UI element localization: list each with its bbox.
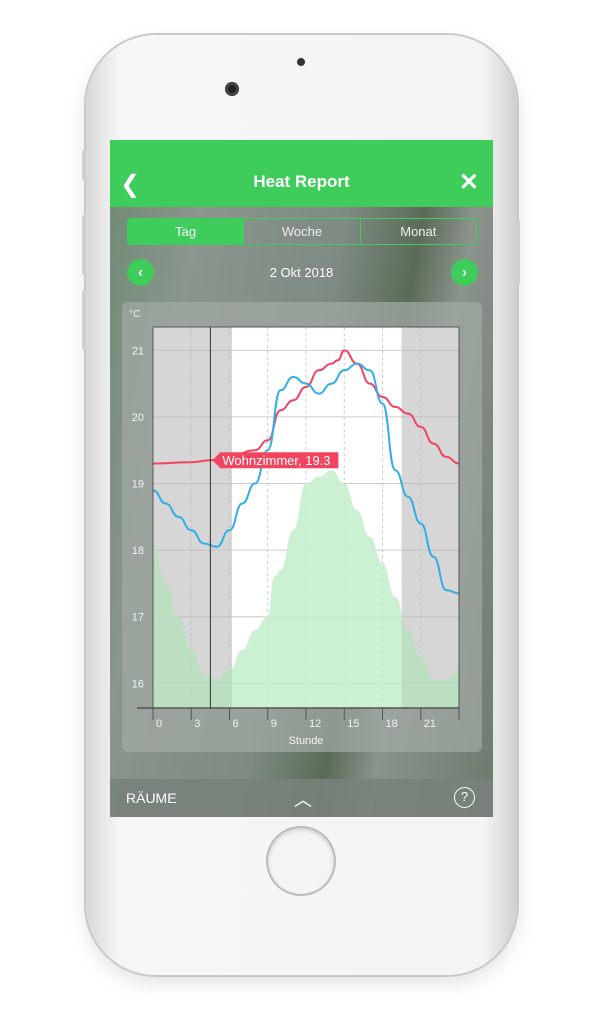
tooltip-text: Wohnzimmer, 19.3 <box>222 453 330 468</box>
chevron-right-icon: › <box>462 264 467 281</box>
y-tick-label: 17 <box>132 612 144 624</box>
tab-tag[interactable]: Tag <box>128 219 244 244</box>
question-circle-icon[interactable]: ? <box>454 787 475 808</box>
y-tick-label: 21 <box>132 345 144 357</box>
rooms-label[interactable]: RÄUME <box>126 790 177 806</box>
y-tick-label: 20 <box>132 412 144 424</box>
bottom-bar[interactable]: RÄUME ︿ ? <box>110 779 493 817</box>
tab-woche[interactable]: Woche <box>243 219 359 244</box>
next-date-button[interactable]: › <box>451 259 478 286</box>
camera <box>225 82 239 96</box>
chevron-left-icon: ‹ <box>138 264 143 281</box>
page-title: Heat Report <box>253 172 350 191</box>
x-tick-label: 18 <box>386 718 398 730</box>
night-overlay <box>153 327 233 708</box>
tab-monat[interactable]: Monat <box>359 219 476 244</box>
y-axis-label: °C <box>129 309 140 320</box>
mute-switch <box>82 150 86 180</box>
chevron-up-icon[interactable]: ︿ <box>294 790 312 810</box>
x-tick-label: 0 <box>156 718 162 730</box>
y-tick-label: 18 <box>132 545 144 557</box>
x-tick-label: 3 <box>194 718 200 730</box>
volume-up-button <box>82 215 86 275</box>
x-axis-label: Stunde <box>289 735 324 747</box>
volume-down-button <box>82 290 86 350</box>
period-tabs: Tag Woche Monat <box>127 218 477 245</box>
heat-chart[interactable]: 16 17 18 19 20 21 0 3 6 9 12 15 18 21 Wohnzimmer, 19.3… <box>122 302 482 752</box>
close-icon[interactable]: ✕ <box>458 169 479 196</box>
y-tick-label: 19 <box>132 479 144 491</box>
tooltip-box <box>212 452 339 469</box>
x-tick-label: 15 <box>347 718 359 730</box>
speaker <box>297 58 305 66</box>
x-tick-label: 12 <box>309 718 321 730</box>
prev-date-button[interactable]: ‹ <box>127 259 154 286</box>
chart-panel: 16 17 18 19 20 21 0 3 6 9 12 15 18 21 Wohnzimmer, 19.3… <box>122 302 482 752</box>
y-tick-label: 16 <box>132 678 144 690</box>
night-overlay <box>401 327 459 708</box>
x-tick-label: 9 <box>271 718 277 730</box>
app-screen: ❮ Heat Report ✕ Tag Woche Monat ‹ 2 Okt … <box>110 140 493 817</box>
x-tick-label: 21 <box>424 718 436 730</box>
chevron-left-icon[interactable]: ❮ <box>120 171 141 198</box>
current-date: 2 Okt 2018 <box>269 265 334 280</box>
header: ❮ Heat Report ✕ <box>110 140 493 207</box>
area-series <box>153 470 459 708</box>
series-line-blue <box>152 362 460 595</box>
home-button[interactable] <box>268 828 334 894</box>
x-tick-label: 6 <box>233 718 239 730</box>
power-button <box>516 220 520 285</box>
